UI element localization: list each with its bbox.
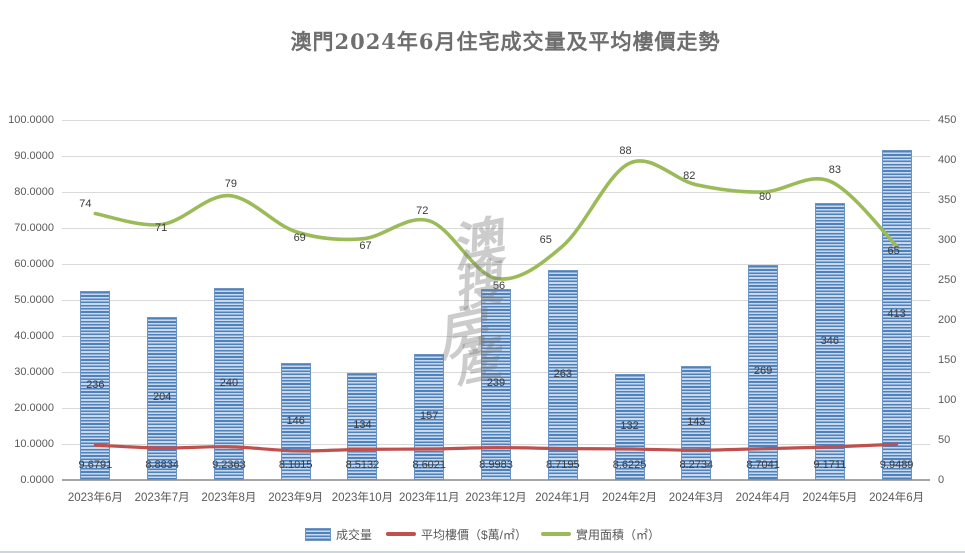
gridline	[62, 192, 930, 193]
usable-area-label: 67	[359, 239, 372, 252]
y-axis-left-tick: 80.0000	[14, 186, 54, 198]
y-axis-right-tick: 100	[938, 394, 957, 406]
avg-price-label: 8.6225	[612, 459, 647, 471]
legend-label: 成交量	[335, 527, 372, 542]
gridline	[62, 228, 930, 229]
usable-area-label: 82	[683, 169, 696, 182]
y-axis-left-tick: 10.0000	[14, 438, 54, 450]
usable-area-label: 69	[293, 231, 306, 244]
avg-price-label: 9.6791	[78, 459, 113, 471]
x-axis-label: 2024年2月	[602, 492, 658, 504]
x-axis-label: 2023年11月	[398, 492, 460, 504]
avg-price-label: 8.2734	[679, 459, 714, 471]
x-axis-label: 2024年4月	[735, 492, 791, 504]
avg-price-label: 8.5132	[345, 459, 380, 471]
bar	[347, 372, 378, 480]
bar-value-label: 146	[286, 414, 305, 427]
legend-item: 成交量	[304, 526, 372, 543]
usable-area-label: 72	[416, 204, 429, 217]
legend-item: 平均樓價（$萬/㎡）	[385, 526, 527, 543]
bar	[280, 363, 311, 480]
bar-value-label: 134	[353, 419, 372, 432]
avg-price-label: 8.7195	[545, 459, 580, 471]
x-axis-label: 2023年6月	[67, 492, 123, 504]
usable-area-label: 88	[619, 145, 632, 158]
y-axis-right-tick: 400	[938, 154, 957, 166]
y-axis-right-tick: 0	[938, 474, 945, 486]
bar	[681, 365, 712, 480]
bar-value-label: 413	[887, 307, 906, 320]
bar-value-label: 204	[152, 391, 172, 404]
x-axis-label: 2023年9月	[268, 492, 324, 504]
bar-value-label: 143	[687, 415, 706, 428]
bar-value-label: 269	[753, 365, 773, 378]
y-axis-left-tick: 70.0000	[14, 222, 54, 234]
y-axis-left-tick: 50.0000	[14, 294, 54, 306]
x-axis-label: 2023年8月	[201, 492, 257, 504]
y-axis-right-tick: 200	[938, 314, 957, 326]
legend-bar-swatch	[304, 527, 331, 541]
y-axis-right-tick: 350	[938, 194, 957, 206]
x-axis-label: 2024年6月	[869, 492, 925, 504]
gridline	[62, 120, 930, 121]
bar-value-label: 346	[820, 334, 840, 347]
legend-label: 平均樓價（$萬/㎡）	[420, 527, 527, 542]
usable-area-label: 74	[79, 197, 92, 210]
bar-value-label: 236	[86, 378, 105, 391]
avg-price-label: 9.9489	[879, 459, 914, 471]
avg-price-label: 8.7041	[746, 459, 780, 471]
usable-area-label: 65	[539, 234, 552, 246]
y-axis-left-tick: 20.0000	[14, 402, 54, 414]
x-axis-label: 2024年3月	[668, 492, 724, 504]
gridline	[62, 156, 930, 157]
bar-value-label: 157	[420, 410, 439, 423]
x-axis-label: 2023年10月	[331, 492, 394, 504]
x-axis-label: 2024年5月	[802, 492, 858, 504]
avg-price-label: 8.9983	[479, 459, 513, 471]
avg-price-label: 8.8834	[145, 459, 179, 471]
usable-area-label: 71	[155, 222, 168, 235]
y-axis-left-tick: 100.0000	[8, 114, 54, 126]
y-axis-right-tick: 300	[938, 234, 957, 246]
usable-area-label: 83	[828, 164, 841, 177]
usable-area-label: 80	[758, 191, 772, 203]
legend-item: 實用面積（㎡）	[541, 526, 660, 543]
y-axis-right-tick: 50	[938, 434, 951, 446]
y-axis-right-tick: 150	[938, 354, 957, 366]
bar	[614, 374, 645, 480]
y-axis-left-tick: 0.0000	[20, 474, 54, 486]
legend-line-swatch	[385, 532, 416, 536]
y-axis-right-tick: 450	[938, 114, 957, 126]
legend: 成交量 平均樓價（$萬/㎡） 實用面積（㎡）	[0, 523, 965, 545]
bar-value-label: 239	[486, 377, 506, 390]
y-axis-left-tick: 40.0000	[14, 330, 54, 342]
bar	[414, 354, 445, 480]
y-axis-left-tick: 60.0000	[14, 258, 54, 270]
x-axis-line	[62, 479, 930, 481]
gridline	[62, 264, 930, 265]
bar	[147, 316, 178, 480]
y-axis-left-tick: 90.0000	[14, 150, 54, 162]
chart-title: 澳門2024年6月住宅成交量及平均樓價走勢	[290, 29, 721, 54]
x-axis-label: 2023年7月	[134, 492, 190, 504]
y-axis-right-tick: 250	[938, 274, 957, 286]
bar-value-label: 263	[553, 367, 572, 380]
x-axis-label: 2023年12月	[465, 492, 527, 504]
usable-area-label: 56	[492, 280, 506, 293]
legend-label: 實用面積（㎡）	[576, 527, 661, 542]
avg-price-label: 8.1015	[278, 459, 313, 471]
avg-price-label: 9.2363	[212, 459, 246, 471]
usable-area-label: 79	[224, 177, 238, 190]
avg-price-label: 8.6021	[412, 459, 447, 471]
bar-value-label: 132	[620, 420, 639, 433]
y-axis-left-tick: 30.0000	[14, 366, 54, 378]
legend-line-swatch	[541, 532, 571, 536]
avg-price-label: 9.1711	[813, 459, 847, 471]
bar-value-label: 240	[219, 377, 239, 389]
usable-area-label: 65	[887, 245, 900, 257]
x-axis-label: 2024年1月	[535, 492, 591, 504]
